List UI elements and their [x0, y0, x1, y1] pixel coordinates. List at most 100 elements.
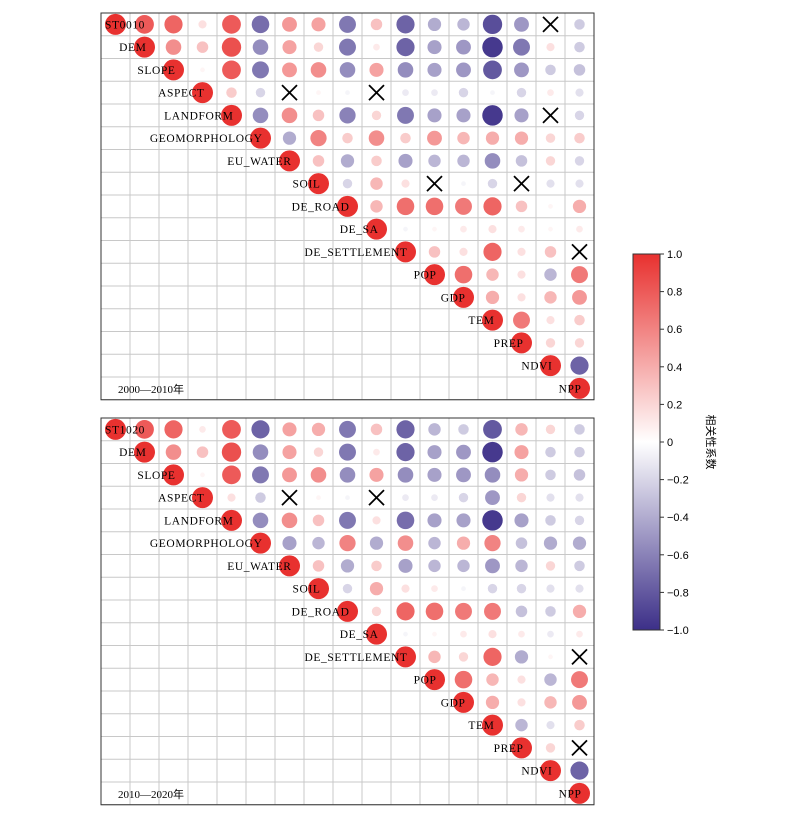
correlation-circle: [425, 602, 444, 621]
insignificant-marker: [368, 489, 385, 506]
variable-label: SOIL: [293, 179, 321, 191]
correlation-circle: [545, 743, 556, 753]
diagonal-circle: [511, 737, 532, 759]
correlation-circle: [546, 493, 555, 502]
correlation-circle: [432, 631, 437, 637]
correlation-circle: [339, 107, 356, 124]
correlation-circle: [340, 559, 355, 573]
correlation-circle: [401, 584, 410, 593]
correlation-circle: [427, 130, 442, 146]
correlation-circle: [545, 561, 556, 571]
correlation-circle: [339, 467, 356, 483]
colorbar-tick-label: 0.4: [667, 362, 682, 374]
colorbar-tick-label: −0.8: [667, 587, 689, 599]
correlation-circle: [515, 605, 528, 618]
diagonal-circle: [308, 173, 329, 195]
correlation-circle: [427, 17, 442, 32]
variable-label: DE_SA: [340, 224, 379, 236]
correlation-circle: [282, 536, 297, 551]
correlation-circle: [221, 442, 242, 462]
correlation-circle: [431, 494, 438, 501]
correlation-circle: [547, 89, 554, 96]
correlation-circle: [222, 60, 241, 80]
correlation-circle: [575, 584, 584, 593]
correlation-circle: [398, 153, 413, 168]
correlation-circle: [485, 131, 500, 145]
correlation-circle: [571, 266, 588, 284]
correlation-circle: [222, 419, 241, 439]
correlation-circle: [514, 650, 529, 664]
correlation-circle: [486, 673, 499, 686]
correlation-circle: [427, 108, 442, 123]
correlation-circle: [396, 38, 415, 57]
correlation-circle: [396, 420, 415, 439]
diagonal-circle: [163, 464, 184, 486]
correlation-circle: [483, 242, 502, 261]
colorbar-gradient: [632, 253, 661, 631]
correlation-circle: [513, 311, 530, 329]
correlation-circle: [428, 154, 441, 168]
correlation-circle: [403, 631, 408, 637]
diagonal-circle: [250, 532, 271, 554]
correlation-circle: [459, 247, 468, 256]
correlation-circle: [397, 62, 414, 78]
correlation-circle: [576, 630, 583, 638]
correlation-circle: [548, 204, 553, 209]
correlation-circle: [255, 87, 266, 98]
diagonal-circle: [134, 441, 155, 463]
correlation-circle: [572, 604, 587, 619]
correlation-circle: [544, 291, 557, 304]
correlation-circle: [574, 446, 585, 458]
variable-label: TEM: [468, 315, 494, 327]
correlation-circle: [514, 131, 529, 145]
correlation-circle: [486, 268, 499, 281]
correlation-circle: [517, 247, 526, 256]
correlation-circle: [311, 422, 326, 437]
correlation-circle: [460, 225, 467, 233]
diagonal-circle: [192, 487, 213, 509]
variable-label: PREP: [494, 338, 524, 350]
correlation-circle: [484, 534, 501, 552]
correlation-circle: [574, 424, 585, 435]
correlation-circle: [371, 560, 382, 572]
correlation-circle: [575, 88, 584, 97]
correlation-circle: [342, 583, 353, 594]
correlation-circle: [544, 673, 557, 686]
correlation-circle: [515, 423, 528, 436]
correlation-circle: [310, 62, 327, 78]
correlation-circle: [574, 132, 585, 144]
correlation-circle: [570, 356, 589, 375]
correlation-circle: [482, 510, 503, 531]
insignificant-marker: [426, 175, 443, 192]
variable-label: EU_WATER: [227, 561, 291, 573]
correlation-circle: [196, 41, 209, 53]
correlation-circle: [546, 584, 555, 593]
correlation-circle: [490, 90, 495, 95]
correlation-circle: [574, 560, 585, 572]
correlation-circle: [456, 536, 471, 550]
colorbar-tick-label: 0: [667, 437, 673, 449]
correlation-circle: [574, 156, 585, 166]
correlation-circle: [517, 293, 526, 302]
correlation-circle: [200, 67, 205, 73]
correlation-circle: [458, 492, 469, 503]
correlation-circle: [575, 179, 584, 188]
correlation-circle: [456, 108, 471, 123]
correlation-circle: [339, 38, 356, 56]
diagonal-circle: [192, 82, 213, 104]
correlation-circle: [339, 443, 356, 461]
correlation-circle: [396, 197, 415, 216]
correlation-circle: [281, 512, 298, 529]
correlation-circle: [396, 602, 415, 621]
correlation-circle: [339, 511, 356, 529]
correlation-circle: [545, 338, 556, 348]
correlation-circle: [252, 512, 269, 529]
correlation-circle: [396, 511, 415, 530]
correlation-circle: [517, 270, 526, 279]
correlation-circle: [196, 446, 209, 458]
correlation-circle: [402, 89, 409, 96]
correlation-circle: [164, 15, 183, 34]
insignificant-marker: [571, 648, 588, 666]
correlation-circle: [431, 585, 438, 592]
